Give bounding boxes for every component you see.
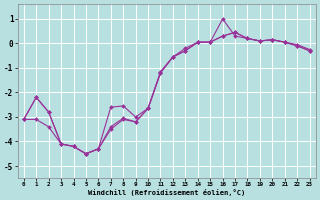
X-axis label: Windchill (Refroidissement éolien,°C): Windchill (Refroidissement éolien,°C) — [88, 189, 245, 196]
